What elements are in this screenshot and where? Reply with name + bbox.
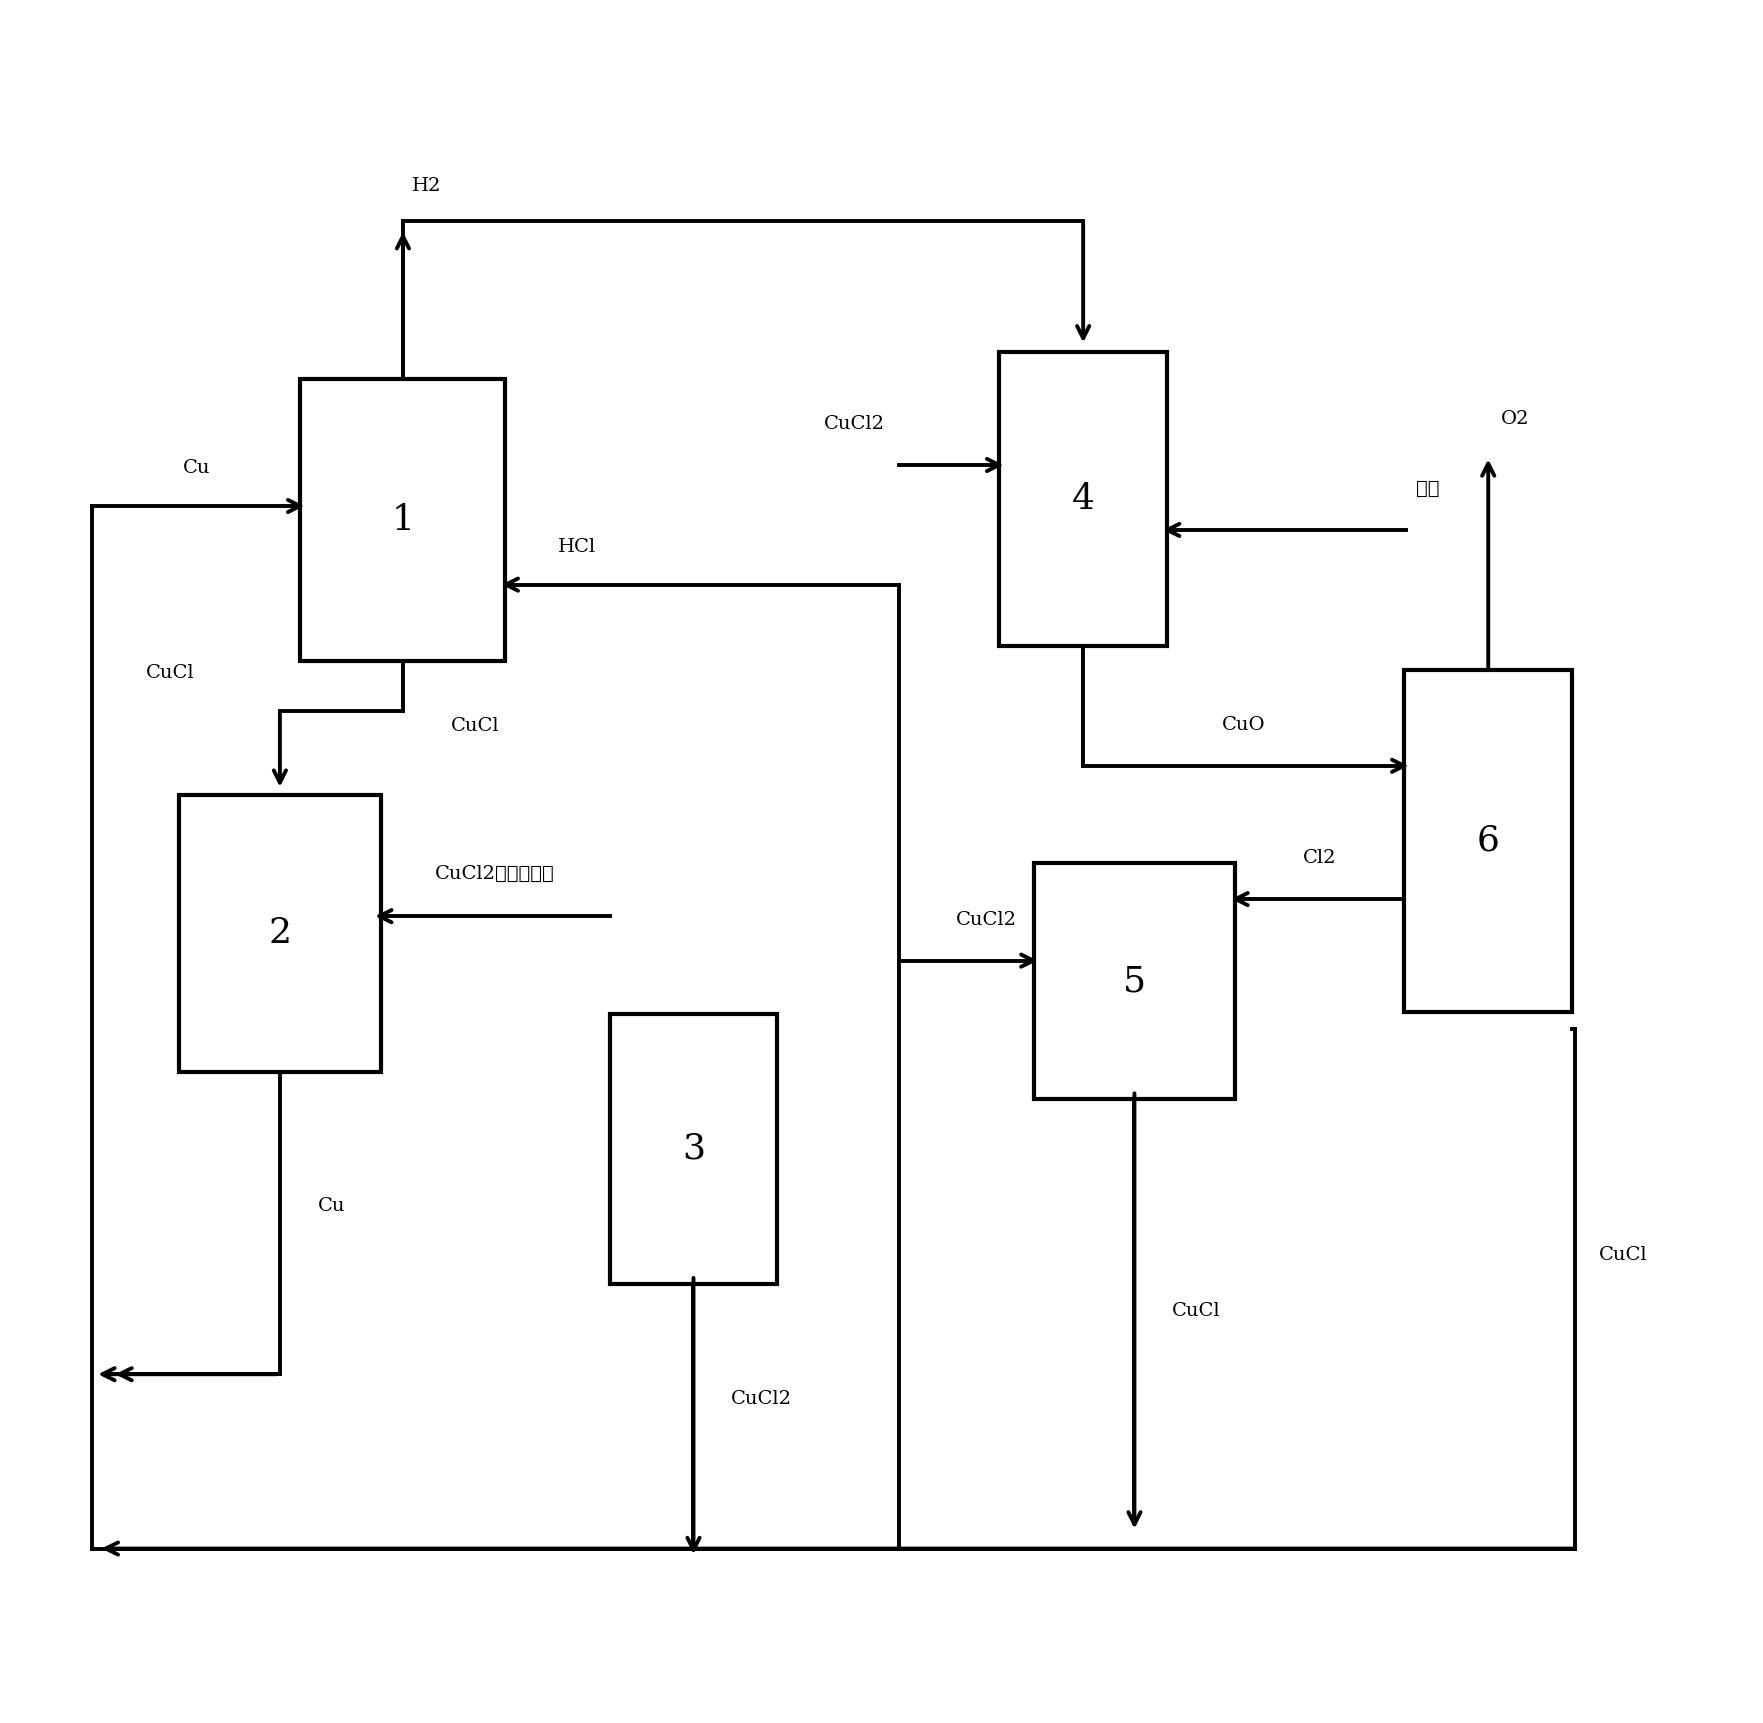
Text: Cu: Cu <box>317 1197 346 1215</box>
Text: 4: 4 <box>1072 482 1095 517</box>
Text: CuCl: CuCl <box>1599 1246 1648 1263</box>
Text: 6: 6 <box>1477 824 1500 858</box>
Bar <box>1000 351 1167 646</box>
Text: H2: H2 <box>413 177 441 195</box>
Text: CuO: CuO <box>1222 715 1266 734</box>
Text: 蒸汽: 蒸汽 <box>1416 481 1440 498</box>
Text: 5: 5 <box>1123 965 1146 998</box>
Text: 3: 3 <box>682 1132 705 1166</box>
Text: CuCl2: CuCl2 <box>956 911 1017 929</box>
Bar <box>1033 863 1236 1099</box>
Text: CuCl: CuCl <box>451 717 499 734</box>
Text: 1: 1 <box>391 503 414 536</box>
Bar <box>180 794 381 1072</box>
Text: CuCl2: CuCl2 <box>732 1390 792 1408</box>
Text: 2: 2 <box>268 917 291 951</box>
Bar <box>1405 670 1573 1011</box>
Text: CuCl: CuCl <box>1172 1303 1220 1320</box>
Text: CuCl: CuCl <box>146 663 194 682</box>
Text: HCl: HCl <box>559 538 596 557</box>
Bar <box>300 379 506 660</box>
Bar <box>610 1013 777 1284</box>
Text: Cu: Cu <box>182 460 210 477</box>
Text: CuCl2（水溶液）: CuCl2（水溶液） <box>435 865 555 882</box>
Text: CuCl2: CuCl2 <box>823 415 885 432</box>
Text: O2: O2 <box>1502 410 1530 427</box>
Text: Cl2: Cl2 <box>1303 849 1336 867</box>
